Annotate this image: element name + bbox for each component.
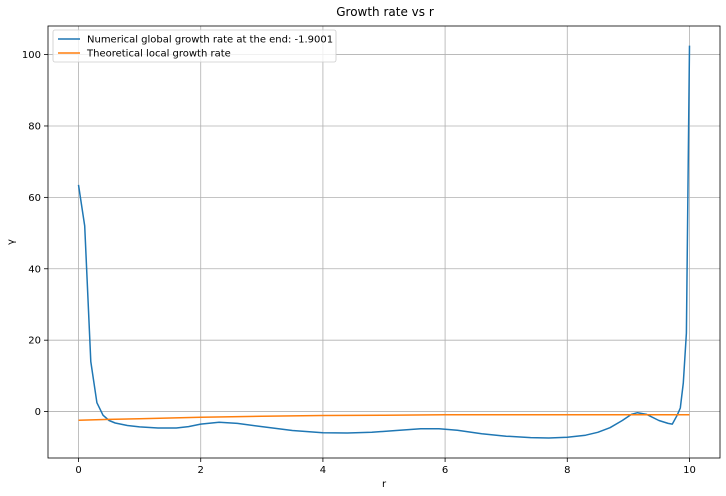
y-tick-label: 80 — [28, 121, 41, 132]
legend-label-1: Theoretical local growth rate — [86, 49, 231, 60]
x-tick-label: 0 — [75, 465, 81, 476]
y-tick-label: 100 — [22, 50, 41, 61]
x-tick-label: 4 — [320, 465, 326, 476]
series-lines — [77, 45, 691, 439]
plot-area — [48, 26, 720, 458]
legend: Numerical global growth rate at the end:… — [52, 29, 337, 63]
legend-box — [52, 29, 337, 63]
legend-label-0: Numerical global growth rate at the end:… — [87, 35, 333, 46]
grid-lines — [48, 26, 720, 458]
series-line-1 — [78, 414, 690, 421]
y-axis-label: γ — [6, 239, 17, 245]
y-tick-label: 20 — [28, 336, 41, 347]
y-tick-label: 0 — [35, 407, 41, 418]
y-tick-label: 40 — [28, 264, 41, 275]
x-tick-label: 10 — [683, 465, 696, 476]
x-tick-label: 2 — [198, 465, 204, 476]
y-tick-label: 60 — [28, 193, 41, 204]
series-line-0 — [77, 45, 691, 439]
x-tick-label: 6 — [442, 465, 448, 476]
x-axis-label: r — [382, 479, 387, 490]
x-tick-label: 8 — [564, 465, 570, 476]
plot-frame — [47, 25, 721, 459]
chart-title: Growth rate vs r — [336, 5, 434, 19]
